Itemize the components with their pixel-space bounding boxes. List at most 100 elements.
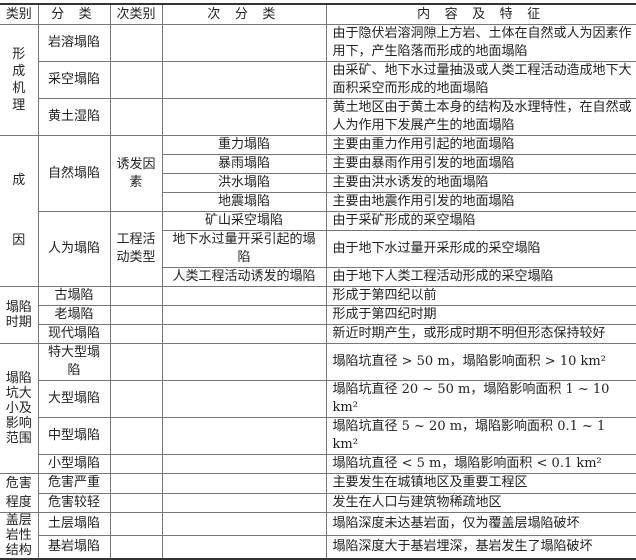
description-cell: 塌陷深度未达基岩面，仅为覆盖层塌陷破坏	[325, 512, 636, 536]
subcategory-cell	[109, 98, 163, 136]
table-row: 塌陷时期 古塌陷 形成于第四纪以前	[0, 286, 636, 344]
subcategory-cell	[109, 286, 163, 306]
description-cell: 由于采矿形成的采空塌陷	[325, 211, 636, 231]
subcategory-cell	[109, 61, 163, 99]
table-row: 基岩塌陷 塌陷深度大于基岩埋深，基岩发生了塌陷破坏	[0, 534, 636, 560]
table-row: 形成机理 岩溶塌陷 由于隐伏岩溶洞隙上方岩、土体在自然或人为因素作用下，产生陷落而形…	[0, 24, 636, 136]
class-cell: 特大型塌陷	[37, 343, 111, 381]
subclass-cell: 重力塌陷	[161, 135, 327, 155]
description-cell: 主要由洪水诱发的地面塌陷	[325, 173, 636, 193]
subclass-cell	[161, 61, 327, 99]
description-cell: 塌陷深度大于基岩埋深，基岩发生了塌陷破坏	[325, 534, 636, 560]
class-cell: 自然塌陷	[37, 135, 111, 212]
category-cell: 盖层岩性结构	[0, 512, 39, 560]
description-cell: 由于隐伏岩溶洞隙上方岩、土体在自然或人为因素作用下，产生陷落而形成的地面塌陷	[325, 24, 636, 62]
table-row: 人为塌陷 工程活动类型 矿山采空塌陷 由于采矿形成的采空塌陷	[0, 211, 636, 287]
subclass-cell	[161, 417, 327, 455]
table-row: 采空塌陷 由采矿、地下水过量抽汲或人类工程活动造成地下大面积采空而形成的地面塌陷	[0, 61, 636, 99]
description-cell: 新近时期产生，或形成时期不明但形态保持较好	[325, 324, 636, 344]
description-cell: 黄土地区由于黄土本身的结构及水理特性，在自然或人为作用下发展产生的地面塌陷	[325, 98, 636, 136]
category-label: 塌陷时期	[5, 300, 32, 330]
description-cell: 由于地下人类工程活动形成的采空塌陷	[325, 267, 636, 287]
table-row: 老塌陷 形成于第四纪时期	[0, 305, 636, 325]
class-cell: 危害较轻	[38, 492, 111, 513]
class-cell: 小型塌陷	[38, 454, 111, 474]
subclass-cell	[161, 24, 327, 62]
description-cell: 塌陷坑直径 20 ~ 50 m，塌陷影响面积 1 ~ 10 km²	[325, 380, 636, 418]
class-cell: 老塌陷	[38, 305, 111, 325]
subclass-cell	[161, 98, 327, 136]
subcategory-cell	[109, 454, 163, 474]
subclass-cell: 地震塌陷	[162, 192, 327, 212]
subclass-cell	[161, 512, 327, 536]
description-cell: 形成于第四纪时期	[325, 305, 636, 325]
subclass-cell: 矿山采空塌陷	[161, 211, 327, 231]
subclass-cell	[161, 380, 327, 418]
class-cell: 大型塌陷	[38, 380, 111, 418]
subclass-cell: 地下水过量开采引起的塌陷	[162, 230, 327, 268]
class-cell: 古塌陷	[37, 286, 111, 306]
subcategory-cell	[109, 473, 163, 494]
subclass-cell: 洪水塌陷	[162, 173, 327, 193]
subclass-cell	[161, 473, 327, 494]
subclass-cell: 人类工程活动诱发的塌陷	[162, 267, 327, 287]
subcategory-cell	[109, 417, 163, 455]
category-label: 形成机理	[12, 47, 26, 113]
subcategory-cell	[109, 305, 163, 325]
subclass-cell	[161, 305, 327, 325]
subcategory-cell	[109, 492, 163, 513]
header-description: 内 容 及 特 征	[325, 3, 636, 25]
table-row: 暴雨塌陷 主要由暴雨作用引发的地面塌陷	[0, 154, 636, 174]
class-cell: 采空塌陷	[38, 61, 111, 99]
class-cell: 危害严重	[37, 473, 111, 494]
subclass-cell	[161, 534, 327, 560]
subclass-cell	[161, 343, 327, 381]
class-cell: 人为塌陷	[38, 211, 111, 287]
description-cell: 主要由地震作用引发的地面塌陷	[325, 192, 636, 212]
header-category: 类别	[0, 3, 39, 25]
description-cell: 由于地下水过量开采形成的采空塌陷	[325, 230, 636, 268]
table-row: 人类工程活动诱发的塌陷 由于地下人类工程活动形成的采空塌陷	[0, 267, 636, 287]
category-cell: 塌陷坑大小及影响范围	[0, 343, 39, 474]
table-row: 中型塌陷 塌陷坑直径 5 ~ 20 m，塌陷影响面积 0.1 ~ 1 km²	[0, 417, 636, 455]
category-label: 成因	[12, 173, 26, 248]
subclass-cell	[161, 492, 327, 513]
class-cell: 岩溶塌陷	[37, 24, 111, 62]
subcategory-cell	[109, 534, 163, 560]
class-cell: 土层塌陷	[37, 512, 111, 536]
subclass-cell	[161, 286, 327, 306]
category-label: 盖层岩性结构	[5, 513, 32, 558]
subcategory-cell: 工程活动类型	[109, 211, 163, 287]
subcategory-cell	[109, 343, 163, 381]
header-subcategory: 次类别	[109, 3, 163, 25]
description-cell: 主要由重力作用引起的地面塌陷	[325, 135, 636, 155]
header-subclass: 次 分 类	[161, 3, 327, 25]
category-cell: 危害程度	[0, 473, 39, 513]
table-row: 盖层岩性结构 土层塌陷 塌陷深度未达基岩面，仅为覆盖层塌陷破坏	[0, 512, 636, 560]
subcategory-cell	[109, 24, 163, 62]
header-class: 分 类	[37, 3, 111, 25]
category-label: 危害程度	[5, 476, 32, 510]
description-cell: 由采矿、地下水过量抽汲或人类工程活动造成地下大面积采空而形成的地面塌陷	[325, 61, 636, 99]
table-row: 小型塌陷 塌陷坑直径 < 5 m，塌陷影响面积 < 0.1 km²	[0, 454, 636, 474]
subcategory-cell	[109, 324, 163, 344]
description-cell: 主要由暴雨作用引发的地面塌陷	[325, 154, 636, 174]
description-cell: 塌陷坑直径 < 5 m，塌陷影响面积 < 0.1 km²	[325, 454, 636, 474]
table-row: 地下水过量开采引起的塌陷 由于地下水过量开采形成的采空塌陷	[0, 230, 636, 268]
landslide-classification-table: 类别 分 类 次类别 次 分 类 内 容 及 特 征 形成机理 岩溶塌陷 由于隐伏岩…	[0, 3, 636, 560]
description-cell: 塌陷坑直径 > 50 m，塌陷影响面积 > 10 km²	[325, 343, 636, 381]
class-cell: 黄土湿陷	[38, 98, 111, 136]
category-cell: 成因	[0, 135, 39, 287]
description-cell: 发生在人口与建筑物稀疏地区	[325, 492, 636, 513]
category-label: 塌陷坑大小及影响范围	[5, 371, 32, 446]
subcategory-cell	[109, 512, 163, 536]
class-cell: 基岩塌陷	[38, 534, 111, 560]
description-cell: 塌陷坑直径 5 ~ 20 m，塌陷影响面积 0.1 ~ 1 km²	[325, 417, 636, 455]
category-cell: 形成机理	[0, 24, 39, 136]
subclass-cell	[161, 324, 327, 344]
description-cell: 主要发生在城镇地区及重要工程区	[325, 473, 636, 494]
description-cell: 形成于第四纪以前	[325, 286, 636, 306]
subclass-cell: 暴雨塌陷	[162, 154, 327, 174]
table-row: 黄土湿陷 黄土地区由于黄土本身的结构及水理特性，在自然或人为作用下发展产生的地面塌…	[0, 98, 636, 136]
class-cell: 现代塌陷	[38, 324, 111, 344]
